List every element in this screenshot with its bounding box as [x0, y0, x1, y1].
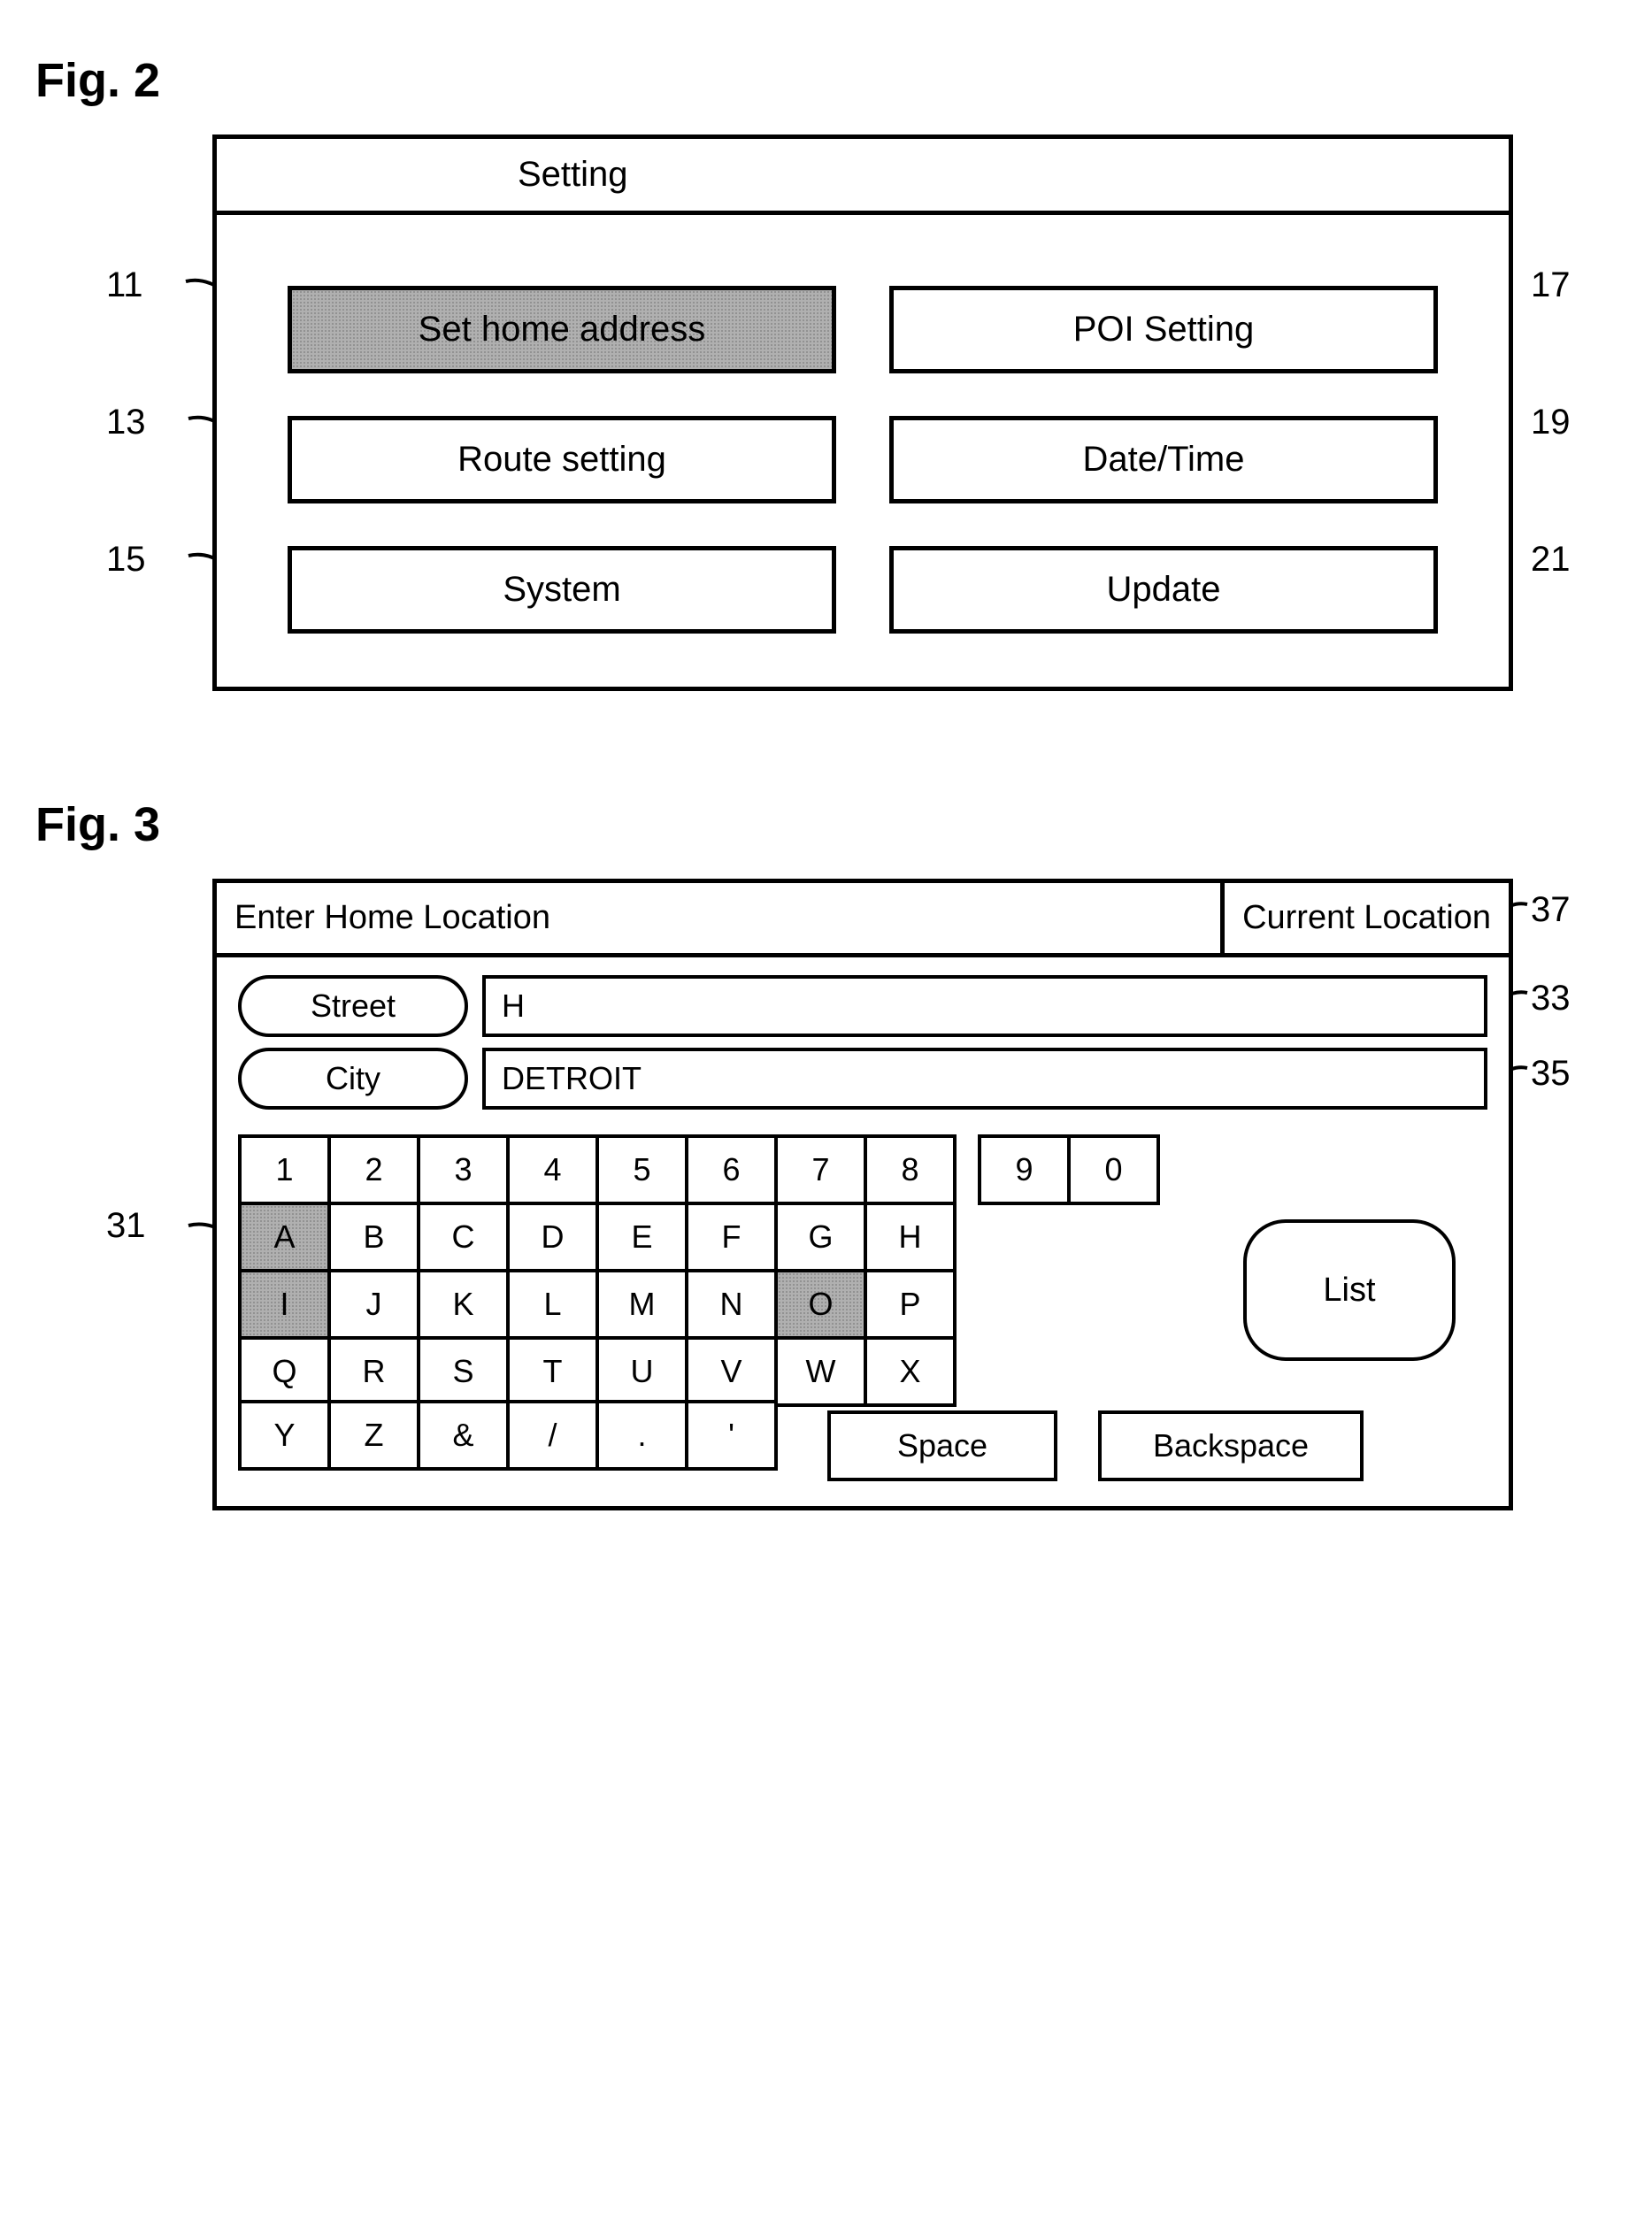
poi-setting-button[interactable]: POI Setting: [889, 286, 1438, 373]
key-0[interactable]: 0: [1067, 1134, 1160, 1205]
key-j[interactable]: J: [327, 1269, 420, 1340]
key-&[interactable]: &: [417, 1400, 510, 1471]
set-home-address-button[interactable]: Set home address: [288, 286, 836, 373]
key-8[interactable]: 8: [864, 1134, 957, 1205]
key-d[interactable]: D: [506, 1202, 599, 1272]
key-i[interactable]: I: [238, 1269, 331, 1340]
key-s[interactable]: S: [417, 1336, 510, 1407]
setting-grid: Set home address POI Setting Route setti…: [217, 215, 1509, 687]
key-l[interactable]: L: [506, 1269, 599, 1340]
key-.[interactable]: .: [595, 1400, 688, 1471]
fig3-header: Enter Home Location Current Location: [217, 883, 1509, 957]
setting-title: Setting: [217, 139, 1509, 215]
key-n[interactable]: N: [685, 1269, 778, 1340]
key-p[interactable]: P: [864, 1269, 957, 1340]
key-9[interactable]: 9: [978, 1134, 1071, 1205]
key-w[interactable]: W: [774, 1336, 867, 1407]
callout-15: 15: [106, 540, 146, 580]
key-o[interactable]: O: [774, 1269, 867, 1340]
key-7[interactable]: 7: [774, 1134, 867, 1205]
key-f[interactable]: F: [685, 1202, 778, 1272]
backspace-key[interactable]: Backspace: [1098, 1410, 1364, 1481]
callout-37: 37: [1531, 890, 1571, 930]
city-label-button[interactable]: City: [238, 1048, 468, 1110]
figure-2-label: Fig. 2: [35, 53, 1617, 108]
key-/[interactable]: /: [506, 1400, 599, 1471]
key-y[interactable]: Y: [238, 1400, 331, 1471]
city-input[interactable]: DETROIT: [482, 1048, 1487, 1110]
key-z[interactable]: Z: [327, 1400, 420, 1471]
key-v[interactable]: V: [685, 1336, 778, 1407]
callout-13: 13: [106, 403, 146, 442]
figure-3-label: Fig. 3: [35, 797, 1617, 852]
setting-screen: Setting Set home address POI Setting Rou…: [212, 134, 1513, 691]
callout-21: 21: [1531, 540, 1571, 580]
key-t[interactable]: T: [506, 1336, 599, 1407]
key-q[interactable]: Q: [238, 1336, 331, 1407]
callout-17: 17: [1531, 265, 1571, 305]
callout-19: 19: [1531, 403, 1571, 442]
key-r[interactable]: R: [327, 1336, 420, 1407]
callout-35: 35: [1531, 1054, 1571, 1094]
key-'[interactable]: ': [685, 1400, 778, 1471]
key-h[interactable]: H: [864, 1202, 957, 1272]
street-label-button[interactable]: Street: [238, 975, 468, 1037]
key-2[interactable]: 2: [327, 1134, 420, 1205]
key-5[interactable]: 5: [595, 1134, 688, 1205]
update-button[interactable]: Update: [889, 546, 1438, 634]
key-g[interactable]: G: [774, 1202, 867, 1272]
route-setting-button[interactable]: Route setting: [288, 416, 836, 503]
key-e[interactable]: E: [595, 1202, 688, 1272]
street-input[interactable]: H: [482, 975, 1487, 1037]
current-location-button[interactable]: Current Location: [1220, 883, 1509, 953]
key-a[interactable]: A: [238, 1202, 331, 1272]
key-m[interactable]: M: [595, 1269, 688, 1340]
list-button[interactable]: List: [1243, 1219, 1456, 1361]
key-k[interactable]: K: [417, 1269, 510, 1340]
callout-11: 11: [106, 265, 143, 305]
key-c[interactable]: C: [417, 1202, 510, 1272]
figure-3: Fig. 3 37 33 35 31 Enter Home Location C…: [35, 797, 1617, 1510]
fig3-inputs: Street H City DETROIT: [217, 957, 1509, 1131]
callout-33: 33: [1531, 979, 1571, 1018]
key-3[interactable]: 3: [417, 1134, 510, 1205]
space-key[interactable]: Space: [827, 1410, 1057, 1481]
key-x[interactable]: X: [864, 1336, 957, 1407]
key-6[interactable]: 6: [685, 1134, 778, 1205]
key-1[interactable]: 1: [238, 1134, 331, 1205]
enter-home-location-title: Enter Home Location: [217, 883, 1220, 953]
callout-31: 31: [106, 1206, 146, 1246]
keyboard: List 1234567890 ABCDEFGH IJKLMNOP QRSTUV…: [217, 1131, 1509, 1506]
system-button[interactable]: System: [288, 546, 836, 634]
figure-2: Fig. 2 11 13 15 17 19 21 Setting Set hom…: [35, 53, 1617, 691]
key-4[interactable]: 4: [506, 1134, 599, 1205]
enter-home-location-screen: Enter Home Location Current Location Str…: [212, 879, 1513, 1510]
key-b[interactable]: B: [327, 1202, 420, 1272]
key-u[interactable]: U: [595, 1336, 688, 1407]
date-time-button[interactable]: Date/Time: [889, 416, 1438, 503]
